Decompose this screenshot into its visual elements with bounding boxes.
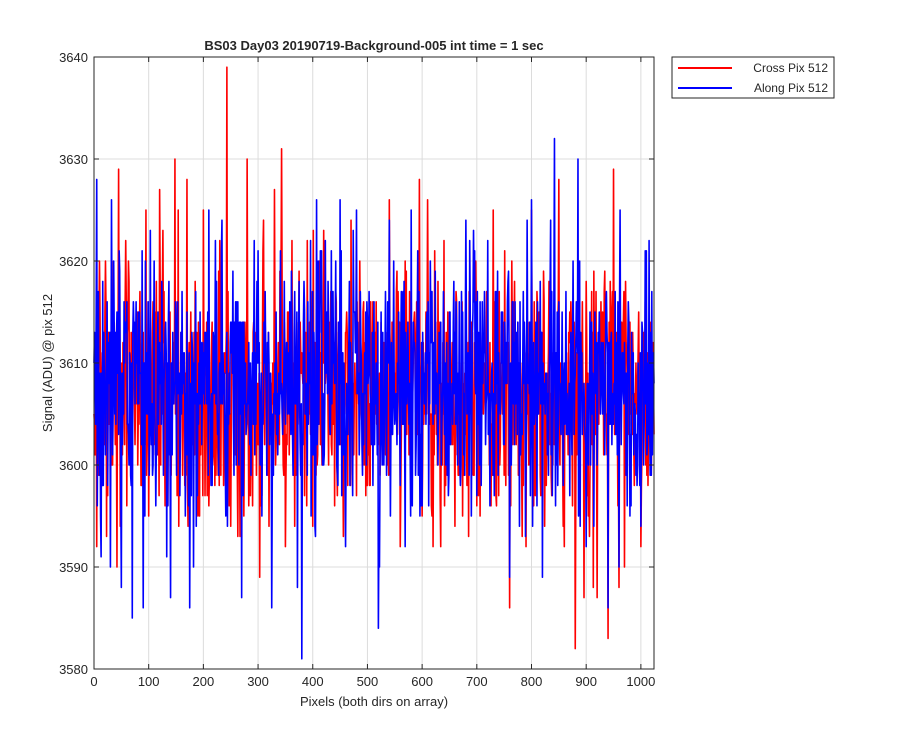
- x-tick-label: 500: [357, 674, 379, 689]
- x-tick-label: 600: [411, 674, 433, 689]
- x-tick-label: 200: [193, 674, 215, 689]
- y-tick-label: 3640: [59, 50, 88, 65]
- series-layer: [93, 66, 655, 660]
- x-tick-label: 1000: [626, 674, 655, 689]
- y-tick-label: 3580: [59, 662, 88, 677]
- x-tick-label: 700: [466, 674, 488, 689]
- y-tick-label: 3620: [59, 254, 88, 269]
- y-tick-label: 3630: [59, 152, 88, 167]
- series-line-along-pix-512: [93, 137, 655, 660]
- y-tick-label: 3600: [59, 458, 88, 473]
- x-axis-label: Pixels (both dirs on array): [300, 694, 448, 709]
- x-tick-label: 100: [138, 674, 160, 689]
- x-tick-label: 900: [575, 674, 597, 689]
- x-tick-label: 300: [247, 674, 269, 689]
- legend-label-along: Along Pix 512: [754, 81, 828, 95]
- legend-box: [671, 56, 835, 99]
- chart-title: BS03 Day03 20190719-Background-005 int t…: [204, 38, 543, 53]
- y-tick-label: 3610: [59, 356, 88, 371]
- legend: Cross Pix 512 Along Pix 512: [671, 56, 835, 99]
- y-tick-label: 3590: [59, 560, 88, 575]
- x-tick-label: 0: [90, 674, 97, 689]
- x-tick-label: 800: [521, 674, 543, 689]
- x-tick-label: 400: [302, 674, 324, 689]
- legend-label-cross: Cross Pix 512: [753, 61, 828, 75]
- axis-ticks: 0 100 200 300 400 500 600 700 800 900 1000 3580 3590…: [59, 50, 655, 689]
- y-axis-label: Signal (ADU) @ pix 512: [40, 294, 55, 432]
